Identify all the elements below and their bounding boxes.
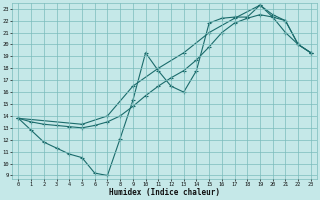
X-axis label: Humidex (Indice chaleur): Humidex (Indice chaleur) (109, 188, 220, 197)
